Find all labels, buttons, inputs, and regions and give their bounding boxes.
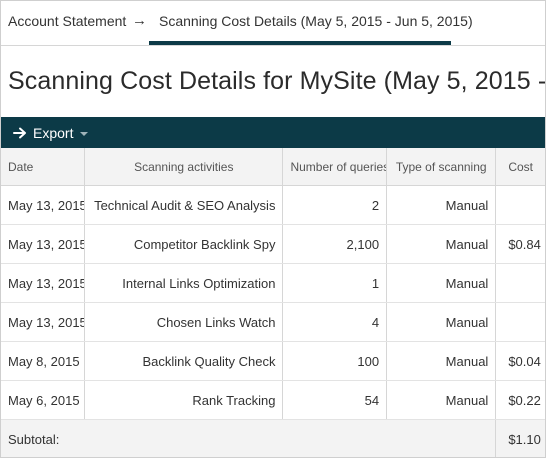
table-row: May 6, 2015 Rank Tracking 54 Manual $0.2… <box>1 380 545 420</box>
cost-table: Date Scanning activities Number of queri… <box>1 148 545 457</box>
table-row: May 13, 2015 Technical Audit & SEO Analy… <box>1 185 545 225</box>
column-header-queries[interactable]: Number of queries <box>282 148 388 186</box>
cell-type: Manual <box>386 341 497 381</box>
cell-activity: Technical Audit & SEO Analysis <box>84 185 284 225</box>
cell-type: Manual <box>386 185 497 225</box>
export-button[interactable]: Export <box>13 117 89 148</box>
cell-activity: Internal Links Optimization <box>84 263 284 303</box>
export-label: Export <box>33 124 74 141</box>
cell-activity: Rank Tracking <box>84 380 284 420</box>
cell-queries: 2,100 <box>282 224 388 264</box>
cell-date: May 8, 2015 <box>1 341 86 381</box>
cell-activity: Competitor Backlink Spy <box>84 224 284 264</box>
cell-date: May 13, 2015 <box>1 302 86 342</box>
toolbar: Export <box>1 117 545 148</box>
cell-date: May 13, 2015 <box>1 263 86 303</box>
active-tab-indicator <box>149 41 451 45</box>
cell-date: May 13, 2015 <box>1 185 86 225</box>
cell-date: May 6, 2015 <box>1 380 86 420</box>
arrow-right-icon <box>13 127 26 138</box>
cell-cost <box>495 185 545 225</box>
table-row: May 13, 2015 Competitor Backlink Spy 2,1… <box>1 224 545 264</box>
cell-type: Manual <box>386 380 497 420</box>
table-row: May 13, 2015 Chosen Links Watch 4 Manual <box>1 302 545 342</box>
page-title: Scanning Cost Details for MySite (May 5,… <box>8 67 546 95</box>
cell-cost: $0.04 <box>495 341 545 381</box>
breadcrumb-separator: → <box>132 12 147 29</box>
chevron-down-icon <box>80 131 89 136</box>
column-header-cost[interactable]: Cost <box>495 148 545 186</box>
table-header-row: Date Scanning activities Number of queri… <box>1 148 545 186</box>
cell-cost <box>495 302 545 342</box>
subtotal-label: Subtotal: <box>1 419 497 457</box>
cell-activity: Chosen Links Watch <box>84 302 284 342</box>
cell-queries: 4 <box>282 302 388 342</box>
table-row: May 13, 2015 Internal Links Optimization… <box>1 263 545 303</box>
breadcrumb: Account Statement → Scanning Cost Detail… <box>1 1 545 46</box>
cell-activity: Backlink Quality Check <box>84 341 284 381</box>
subtotal-row: Subtotal: $1.10 <box>1 419 545 457</box>
cell-cost: $0.22 <box>495 380 545 420</box>
column-header-type[interactable]: Type of scanning <box>386 148 497 186</box>
cell-queries: 2 <box>282 185 388 225</box>
subtotal-value: $1.10 <box>495 419 545 457</box>
breadcrumb-current[interactable]: Scanning Cost Details (May 5, 2015 - Jun… <box>159 13 473 29</box>
cell-queries: 100 <box>282 341 388 381</box>
cell-cost: $0.84 <box>495 224 545 264</box>
cell-type: Manual <box>386 224 497 264</box>
column-header-date[interactable]: Date <box>1 148 86 186</box>
table-row: May 8, 2015 Backlink Quality Check 100 M… <box>1 341 545 381</box>
column-header-activities[interactable]: Scanning activities <box>84 148 284 186</box>
cell-type: Manual <box>386 263 497 303</box>
cell-cost <box>495 263 545 303</box>
breadcrumb-account-statement[interactable]: Account Statement <box>8 13 127 29</box>
cell-type: Manual <box>386 302 497 342</box>
cell-date: May 13, 2015 <box>1 224 86 264</box>
cell-queries: 1 <box>282 263 388 303</box>
cell-queries: 54 <box>282 380 388 420</box>
